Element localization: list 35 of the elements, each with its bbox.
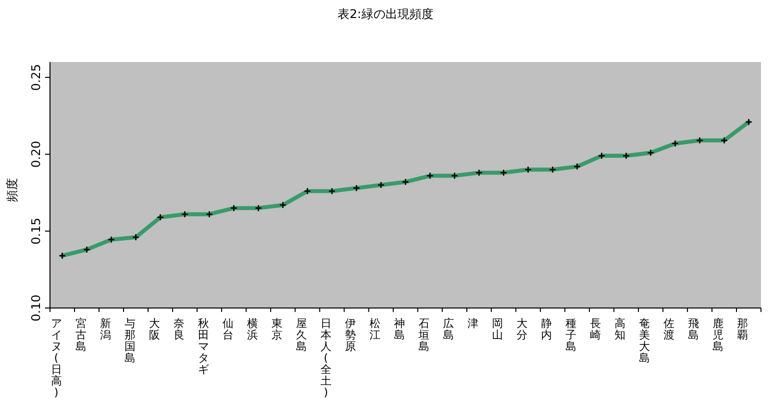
x-tick-label: 奄美大島	[639, 316, 650, 364]
x-tick-label: 津	[468, 316, 479, 330]
x-tick-label: 佐渡	[664, 316, 675, 342]
x-tick-label: 静内	[541, 316, 552, 342]
x-tick-label: 種子島	[566, 316, 577, 353]
x-tick-label: 新潟	[100, 316, 111, 342]
x-tick-label: 東京	[271, 316, 282, 342]
y-tick-label: 0.25	[29, 64, 44, 91]
x-tick-label: 屋久島	[296, 316, 307, 353]
x-tick-label: 横浜	[246, 316, 258, 342]
x-tick-label: 大阪	[148, 316, 160, 342]
x-tick-label: アイヌ(日高)	[50, 316, 62, 400]
y-tick-label: 0.15	[29, 218, 44, 244]
x-tick-label: 長崎	[590, 316, 602, 342]
x-tick-label: 秋田マタギ	[198, 316, 209, 376]
x-tick-label: 大分	[516, 316, 528, 342]
y-tick-label: 0.10	[29, 294, 44, 322]
x-tick-label: 与那国島	[124, 316, 136, 364]
x-tick-label: 仙台	[222, 316, 234, 342]
x-tick-label: 飛島	[688, 316, 700, 342]
x-tick-label: 石垣島	[418, 316, 430, 353]
y-tick-label: 0.20	[29, 140, 44, 168]
x-tick-label: 高知	[614, 316, 626, 342]
y-axis-title: 頻度	[5, 178, 20, 202]
x-tick-label: 日本人(全土)	[320, 316, 332, 400]
x-tick-label: 奈良	[173, 316, 184, 342]
x-tick-label: 広島	[443, 316, 454, 342]
x-tick-label: 宮古島	[75, 316, 86, 353]
x-tick-label: 松江	[369, 316, 380, 342]
x-tick-label: 那覇	[737, 316, 748, 342]
x-tick-label: 鹿児島	[712, 316, 724, 353]
x-tick-label: 伊勢原	[344, 316, 356, 353]
chart-title: 表2:緑の出現頻度	[338, 7, 434, 21]
x-tick-label: 神島	[394, 316, 405, 342]
x-tick-label: 岡山	[492, 316, 504, 342]
